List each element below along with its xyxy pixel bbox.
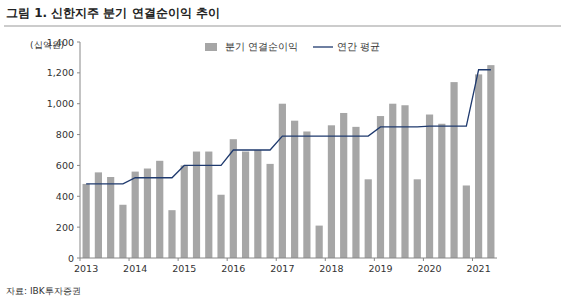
bar bbox=[119, 205, 126, 258]
bar bbox=[463, 185, 470, 258]
y-tick-label: 200 bbox=[56, 222, 74, 233]
bar bbox=[438, 124, 445, 258]
line bbox=[86, 70, 491, 184]
y-tick-label: 1,000 bbox=[47, 98, 74, 109]
y-tick-label: 0 bbox=[68, 253, 74, 264]
x-tick-label: 2017 bbox=[270, 263, 294, 274]
bar bbox=[132, 172, 139, 258]
bar bbox=[475, 74, 482, 258]
x-tick-label: 2013 bbox=[74, 263, 98, 274]
bar bbox=[107, 177, 114, 258]
bar bbox=[426, 115, 433, 258]
bar bbox=[193, 152, 200, 258]
x-tick bbox=[227, 258, 228, 261]
bar bbox=[414, 179, 421, 258]
bar bbox=[230, 139, 237, 258]
bar bbox=[254, 150, 261, 258]
x-tick bbox=[472, 258, 473, 261]
bar bbox=[377, 116, 384, 258]
x-tick bbox=[423, 258, 424, 261]
legend-label: 분기 연결순이익 bbox=[225, 41, 298, 52]
bar bbox=[156, 161, 163, 258]
bar bbox=[217, 195, 224, 258]
y-tick-label: 1,200 bbox=[47, 67, 74, 78]
x-tick-label: 2014 bbox=[123, 263, 147, 274]
x-tick-label: 2020 bbox=[417, 263, 441, 274]
bar bbox=[487, 65, 494, 258]
legend-swatch bbox=[313, 46, 333, 47]
bar bbox=[328, 125, 335, 258]
title: 그림 1. 신한지주 분기 연결순이익 추이 bbox=[6, 6, 220, 20]
x-tick-label: 2021 bbox=[467, 263, 491, 274]
y-tick-label: 1,400 bbox=[47, 37, 74, 48]
x-tick bbox=[80, 258, 81, 261]
bar bbox=[401, 105, 408, 258]
bar bbox=[95, 172, 102, 258]
y-tick-label: 400 bbox=[56, 191, 74, 202]
bar bbox=[303, 131, 310, 258]
bar bbox=[340, 113, 347, 258]
y-tick-label: 800 bbox=[56, 129, 74, 140]
x-tick bbox=[178, 258, 179, 261]
x-tick bbox=[374, 258, 375, 261]
legend-swatch bbox=[205, 43, 217, 51]
chart: 그림 1. 신한지주 분기 연결순이익 추이(십억원)0200400600800… bbox=[0, 0, 565, 302]
bar bbox=[365, 179, 372, 258]
bar bbox=[168, 210, 175, 258]
source: 자료: IBK투자증권 bbox=[6, 286, 81, 296]
bar bbox=[181, 165, 188, 258]
x-tick bbox=[129, 258, 130, 261]
bar bbox=[267, 164, 274, 258]
plot-area bbox=[83, 65, 495, 258]
bar bbox=[242, 152, 249, 258]
legend-label: 연간 평균 bbox=[337, 41, 380, 52]
x-axis bbox=[80, 258, 497, 259]
y-tick-label: 600 bbox=[56, 160, 74, 171]
title-rule bbox=[4, 26, 561, 27]
x-tick-label: 2016 bbox=[221, 263, 245, 274]
x-tick-label: 2018 bbox=[319, 263, 343, 274]
x-tick-label: 2015 bbox=[172, 263, 196, 274]
x-tick bbox=[276, 258, 277, 261]
bar bbox=[316, 226, 323, 258]
x-tick bbox=[325, 258, 326, 261]
bar bbox=[291, 121, 298, 258]
bar bbox=[83, 184, 90, 258]
bar bbox=[144, 169, 151, 258]
bar bbox=[450, 82, 457, 258]
x-tick-label: 2019 bbox=[368, 263, 392, 274]
bar bbox=[279, 104, 286, 258]
bar bbox=[205, 152, 212, 258]
y-axis bbox=[80, 42, 81, 258]
bar bbox=[352, 127, 359, 258]
